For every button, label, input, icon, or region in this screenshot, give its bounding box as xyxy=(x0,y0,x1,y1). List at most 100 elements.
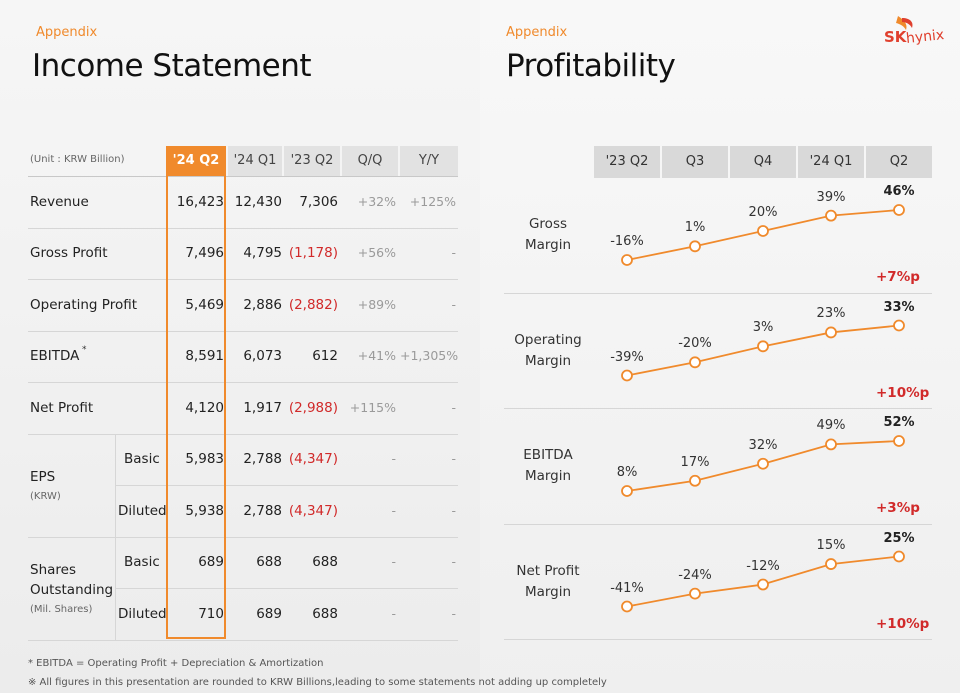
row-3-value-1: 6,073 xyxy=(243,348,282,365)
margin-value-label: 52% xyxy=(883,415,915,430)
row-divider xyxy=(116,588,458,589)
eps-basic-value-4: - xyxy=(451,451,456,467)
margin-value-label: 23% xyxy=(816,306,846,322)
margin-value-label: -39% xyxy=(610,349,644,365)
row-3-value-4: +1,305% xyxy=(400,348,459,364)
row-0-value-3: +32% xyxy=(357,193,396,209)
shares-basic-value-0: 689 xyxy=(198,554,224,571)
row-4-value-4: - xyxy=(451,399,456,415)
eps-basic-value-1: 2,788 xyxy=(243,451,282,468)
margin-point xyxy=(893,319,905,332)
row-1-value-0: 7,496 xyxy=(185,245,224,262)
header-divider xyxy=(28,176,458,177)
footnote-ebitda: * EBITDA = Operating Profit + Depreciati… xyxy=(28,658,324,669)
margin-point xyxy=(825,558,837,570)
prof-row-label-0: Gross xyxy=(528,216,568,232)
col-divider xyxy=(115,434,116,538)
margin-point xyxy=(621,600,633,613)
row-divider xyxy=(28,330,458,332)
row-2-value-4: - xyxy=(451,296,456,312)
margin-value-label: 3% xyxy=(752,320,774,336)
margin-point xyxy=(757,225,769,237)
appendix-label-left: Appendix xyxy=(36,25,98,40)
margin-point xyxy=(621,254,633,266)
margin-value-label: -20% xyxy=(678,336,712,352)
income-statement-panel xyxy=(0,0,480,693)
prof-col-q4: Q4 xyxy=(730,146,796,178)
col-header-24q2: '24 Q2 xyxy=(166,146,226,176)
unit-label: (Unit : KRW Billion) xyxy=(30,154,125,165)
row-2-value-0: 5,469 xyxy=(185,296,224,313)
margin-point xyxy=(825,209,837,222)
margin-point xyxy=(757,578,769,591)
eps-basic-value-3: - xyxy=(391,451,396,467)
margin-point xyxy=(757,457,769,470)
footnote-rounding: ※ All figures in this presentation are r… xyxy=(28,677,607,688)
eps-unit: (KRW) xyxy=(30,490,61,502)
prof-row-divider xyxy=(504,292,932,294)
shares-label-2: Outstanding xyxy=(30,581,114,598)
col-header-qoq: Q/Q xyxy=(342,146,398,176)
row-0-value-4: +125% xyxy=(409,193,456,209)
prof-col-23q2: '23 Q2 xyxy=(594,146,660,178)
row-divider xyxy=(28,382,458,383)
row-4-value-2: (2,988) xyxy=(288,399,338,416)
shares-diluted-value-3: - xyxy=(391,605,396,621)
row-divider xyxy=(28,279,458,280)
row-4-value-0: 4,120 xyxy=(185,399,224,416)
row-1-value-4: - xyxy=(451,245,456,261)
eps-diluted-value-4: - xyxy=(451,502,456,518)
eps-diluted-value-1: 2,788 xyxy=(243,502,282,519)
margin-value-label: 20% xyxy=(748,204,778,220)
profitability-title: Profitability xyxy=(506,48,676,84)
row-2-value-2: (2,882) xyxy=(288,296,338,313)
margin-point xyxy=(621,485,633,497)
shares-diluted-value-0: 710 xyxy=(198,605,224,622)
income-statement-title: Income Statement xyxy=(32,48,312,84)
row-label-2: Operating Profit xyxy=(30,296,137,313)
margin-point xyxy=(825,326,837,339)
prof-col-q3: Q3 xyxy=(662,146,728,178)
shares-basic-value-1: 688 xyxy=(256,554,282,571)
margin-point xyxy=(825,438,837,451)
eps-basic-value-0: 5,983 xyxy=(185,451,224,468)
row-1-value-1: 4,795 xyxy=(243,245,282,262)
row-1-value-2: (1,178) xyxy=(288,245,338,262)
highlight-current-quarter xyxy=(166,146,226,639)
prof-row-divider xyxy=(504,639,932,640)
row-label-0: Revenue xyxy=(30,193,89,210)
margin-value-label: 15% xyxy=(816,538,846,554)
shares-unit: (Mil. Shares) xyxy=(30,603,93,615)
margin-point xyxy=(893,204,905,216)
margin-point xyxy=(689,240,701,253)
shares-diluted-value-1: 689 xyxy=(256,605,282,622)
logo-sk-text: SK xyxy=(884,28,907,46)
eps-basic-value-2: (4,347) xyxy=(288,451,338,468)
row-label-sup: * xyxy=(82,345,87,356)
prof-row-label2-0: Margin xyxy=(524,237,572,253)
margin-value-label: 32% xyxy=(748,437,778,453)
prof-row-divider xyxy=(504,523,932,525)
eps-diluted-value-3: - xyxy=(391,502,396,518)
margin-point xyxy=(621,369,633,382)
margin-value-label: 39% xyxy=(816,189,846,205)
row-label-3: EBITDA xyxy=(30,348,80,365)
row-divider xyxy=(28,227,458,229)
prof-row-label2-3: Margin xyxy=(524,583,572,600)
margin-value-label: 1% xyxy=(684,220,706,236)
row-divider xyxy=(28,536,458,538)
row-2-value-3: +89% xyxy=(357,296,396,312)
margin-value-label: 17% xyxy=(680,454,710,470)
margin-point xyxy=(893,435,905,447)
row-3-value-0: 8,591 xyxy=(185,348,224,365)
prof-row-label-3: Net Profit xyxy=(516,562,580,579)
row-label-4: Net Profit xyxy=(30,399,94,416)
margin-value-label: 25% xyxy=(883,530,915,546)
eps-label: EPS xyxy=(30,468,56,485)
margin-value-label: 8% xyxy=(616,465,638,480)
col-header-23q2: '23 Q2 xyxy=(284,146,340,176)
eps-diluted-value-0: 5,938 xyxy=(185,502,224,519)
margin-point xyxy=(757,340,769,353)
eps-basic-label: Basic xyxy=(124,451,160,468)
margin-point xyxy=(689,356,701,369)
